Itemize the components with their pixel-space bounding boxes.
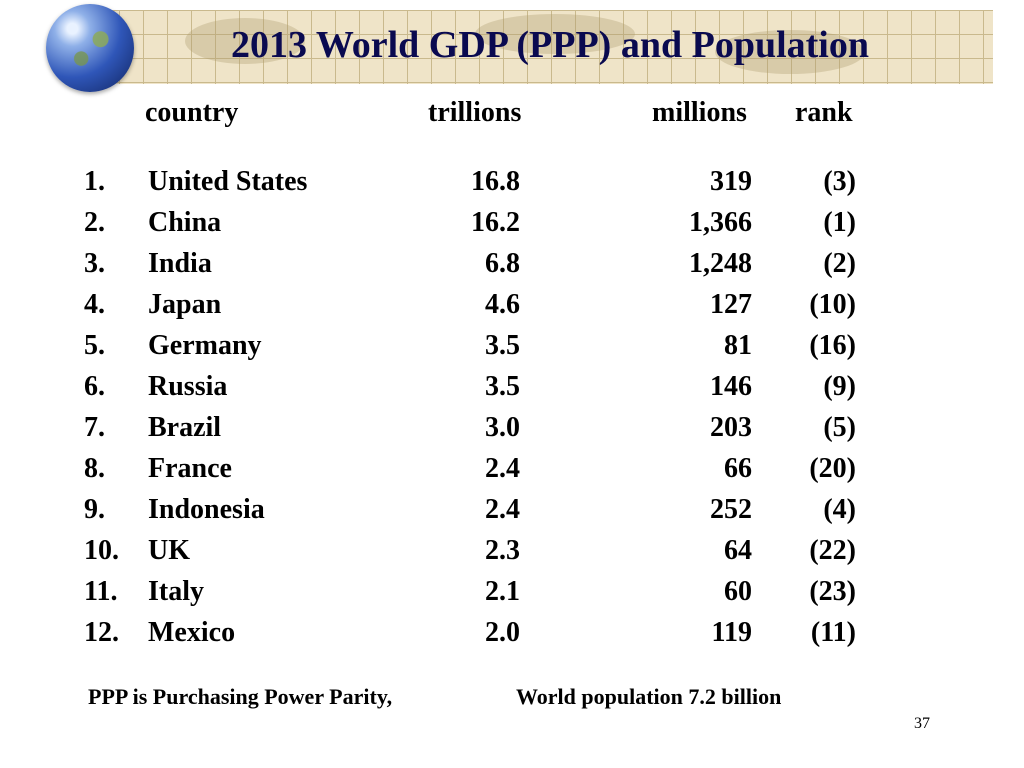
- table-row: 7. Brazil 3.0 203 (5): [0, 410, 1024, 451]
- population-rank: (10): [809, 289, 856, 320]
- slide-number: 37: [914, 715, 930, 732]
- row-number: 3.: [84, 248, 105, 279]
- gdp-value: 4.6: [485, 289, 520, 320]
- table-row: 1. United States 16.8 319 (3): [0, 164, 1024, 205]
- gdp-value: 2.0: [485, 617, 520, 648]
- gdp-value: 6.8: [485, 248, 520, 279]
- row-number: 5.: [84, 330, 105, 361]
- table-row: 4. Japan 4.6 127 (10): [0, 287, 1024, 328]
- population-value: 119: [711, 617, 752, 648]
- row-number: 6.: [84, 371, 105, 402]
- population-rank: (1): [823, 207, 856, 238]
- table-row: 6. Russia 3.5 146 (9): [0, 369, 1024, 410]
- row-number: 2.: [84, 207, 105, 238]
- row-number: 12.: [84, 617, 119, 648]
- country-name: Japan: [148, 289, 222, 320]
- gdp-value: 3.0: [485, 412, 520, 443]
- population-rank: (20): [809, 453, 856, 484]
- map-decoration: [715, 30, 865, 74]
- map-decoration: [475, 14, 635, 54]
- header-rank: rank: [795, 97, 853, 128]
- population-value: 1,248: [689, 248, 752, 279]
- gdp-value: 3.5: [485, 330, 520, 361]
- gdp-value: 3.5: [485, 371, 520, 402]
- population-value: 319: [710, 166, 752, 197]
- row-number: 8.: [84, 453, 105, 484]
- population-value: 81: [724, 330, 752, 361]
- row-number: 11.: [84, 576, 118, 607]
- header-population: millions: [652, 97, 747, 128]
- table-row: 8. France 2.4 66 (20): [0, 451, 1024, 492]
- table-row: 2. China 16.2 1,366 (1): [0, 205, 1024, 246]
- map-decoration: [185, 18, 305, 64]
- gdp-value: 2.1: [485, 576, 520, 607]
- population-value: 64: [724, 535, 752, 566]
- table-row: 9. Indonesia 2.4 252 (4): [0, 492, 1024, 533]
- table-row: 3. India 6.8 1,248 (2): [0, 246, 1024, 287]
- header-country: country: [145, 97, 239, 128]
- population-rank: (16): [809, 330, 856, 361]
- gdp-value: 2.4: [485, 453, 520, 484]
- table-row: 11. Italy 2.1 60 (23): [0, 574, 1024, 615]
- population-rank: (2): [823, 248, 856, 279]
- row-number: 4.: [84, 289, 105, 320]
- population-value: 252: [710, 494, 752, 525]
- population-value: 203: [710, 412, 752, 443]
- population-value: 1,366: [689, 207, 752, 238]
- table-row: 5. Germany 3.5 81 (16): [0, 328, 1024, 369]
- gdp-value: 2.3: [485, 535, 520, 566]
- country-name: China: [148, 207, 222, 238]
- row-number: 1.: [84, 166, 105, 197]
- country-name: Germany: [148, 330, 262, 361]
- country-name: UK: [148, 535, 190, 566]
- country-name: Indonesia: [148, 494, 265, 525]
- gdp-value: 2.4: [485, 494, 520, 525]
- population-rank: (4): [823, 494, 856, 525]
- row-number: 10.: [84, 535, 119, 566]
- population-rank: (9): [823, 371, 856, 402]
- footnote-population: World population 7.2 billion: [516, 684, 782, 709]
- country-name: Mexico: [148, 617, 236, 648]
- row-number: 9.: [84, 494, 105, 525]
- population-rank: (11): [810, 617, 856, 648]
- country-name: United States: [148, 166, 308, 197]
- country-name: Russia: [148, 371, 228, 402]
- population-value: 60: [724, 576, 752, 607]
- country-name: Italy: [148, 576, 204, 607]
- country-name: India: [148, 248, 212, 279]
- population-rank: (23): [809, 576, 856, 607]
- population-value: 66: [724, 453, 752, 484]
- population-rank: (22): [809, 535, 856, 566]
- population-value: 127: [710, 289, 752, 320]
- header-gdp: trillions: [428, 97, 522, 128]
- population-rank: (3): [823, 166, 856, 197]
- country-name: Brazil: [148, 412, 222, 443]
- gdp-table: 1. United States 16.8 319 (3) 2. China 16.2 1,36…: [0, 164, 1024, 656]
- table-row: 12. Mexico 2.0 119 (11): [0, 615, 1024, 656]
- row-number: 7.: [84, 412, 105, 443]
- country-name: France: [148, 453, 232, 484]
- gdp-value: 16.2: [471, 207, 520, 238]
- title-banner: [95, 10, 993, 84]
- globe-icon: [46, 4, 134, 92]
- gdp-value: 16.8: [471, 166, 520, 197]
- table-row: 10. UK 2.3 64 (22): [0, 533, 1024, 574]
- population-rank: (5): [823, 412, 856, 443]
- slide-title: 2013 World GDP (PPP) and Population: [231, 24, 869, 66]
- footnote-ppp: PPP is Purchasing Power Parity,: [88, 684, 393, 709]
- population-value: 146: [710, 371, 752, 402]
